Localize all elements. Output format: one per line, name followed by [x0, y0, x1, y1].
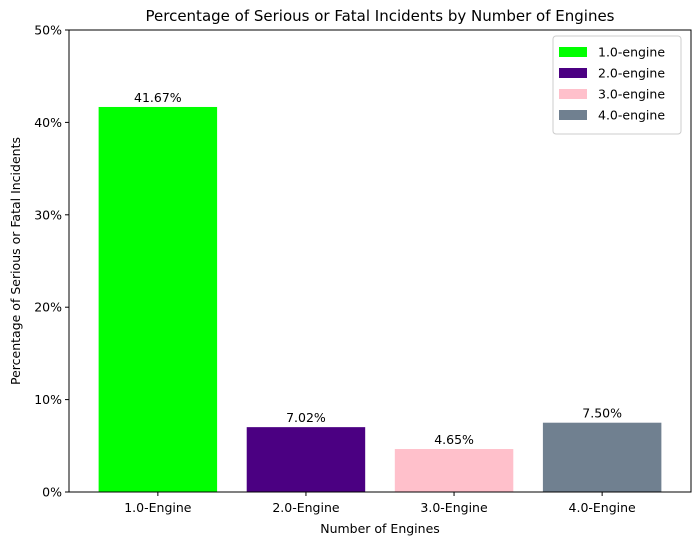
y-tick-label: 30%	[34, 207, 62, 222]
chart-title: Percentage of Serious or Fatal Incidents…	[146, 7, 615, 25]
legend-swatch	[559, 47, 587, 57]
legend-label: 3.0-engine	[598, 87, 665, 102]
x-tick-label: 2.0-Engine	[272, 500, 340, 515]
bar-4	[542, 422, 662, 492]
y-tick-label: 20%	[34, 300, 62, 315]
x-tick-label: 3.0-Engine	[420, 500, 488, 515]
bar-value-label: 4.65%	[434, 432, 474, 447]
bar-3	[394, 449, 514, 492]
plot-frame	[68, 29, 692, 493]
legend-label: 1.0-engine	[598, 45, 665, 60]
y-tick-label: 50%	[34, 23, 62, 38]
bar-1	[98, 106, 218, 492]
x-axis-title: Number of Engines	[320, 521, 440, 536]
bar-value-label: 7.50%	[582, 406, 622, 421]
legend-swatch	[559, 89, 587, 99]
legend-swatch	[559, 110, 587, 120]
plot-area: 41.67% 1.0-Engine 7.02% 2.0-Engine 4.65% 3.0-…	[34, 23, 692, 515]
y-axis-title: Percentage of Serious or Fatal Incidents	[8, 137, 23, 385]
bar-value-label: 41.67%	[134, 90, 182, 105]
bar-2	[246, 427, 366, 492]
legend-label: 4.0-engine	[598, 108, 665, 123]
x-tick-label: 4.0-Engine	[569, 500, 637, 515]
y-tick-label: 10%	[34, 392, 62, 407]
y-tick-label: 40%	[34, 115, 62, 130]
legend-box	[552, 35, 682, 135]
legend-label: 2.0-engine	[598, 66, 665, 81]
legend: 1.0-engine 2.0-engine 3.0-engine 4.0-engine	[552, 35, 682, 135]
legend-swatch	[559, 68, 587, 78]
x-tick-label: 1.0-Engine	[124, 500, 192, 515]
y-tick-label: 0%	[42, 485, 62, 500]
bar-value-label: 7.02%	[286, 410, 326, 425]
